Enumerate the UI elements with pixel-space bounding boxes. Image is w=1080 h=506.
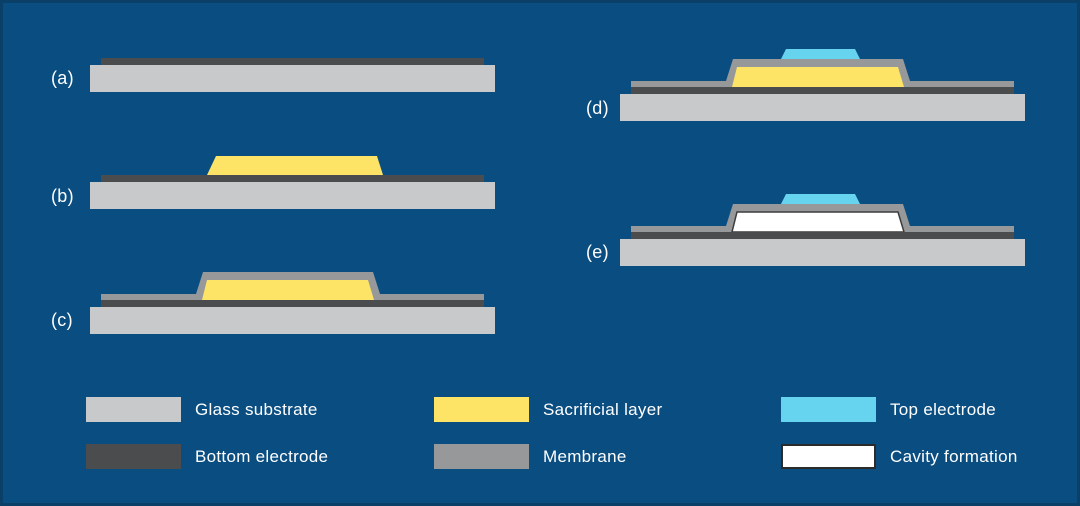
- glass-substrate-layer: [90, 307, 495, 334]
- sacrificial-layer-swatch: [434, 397, 529, 422]
- glass-substrate-layer: [620, 239, 1025, 266]
- legend-item-membrane: Membrane: [434, 444, 627, 469]
- step-e-diagram: [620, 194, 1025, 266]
- glass-substrate-swatch: [86, 397, 181, 422]
- step-d-diagram: [620, 49, 1025, 121]
- legend-label: Cavity formation: [890, 446, 1018, 466]
- sacrificial-layer: [207, 156, 383, 175]
- step-b-label: (b): [51, 186, 74, 206]
- sacrificial-layer: [732, 67, 904, 87]
- legend-item-cavity-formation: Cavity formation: [781, 444, 1018, 469]
- bottom-electrode-swatch: [86, 444, 181, 469]
- step-b-diagram: [90, 156, 495, 209]
- sacrificial-layer: [202, 280, 374, 300]
- legend-item-bottom-electrode: Bottom electrode: [86, 444, 328, 469]
- legend-label: Sacrificial layer: [543, 399, 663, 419]
- top-electrode-layer: [781, 49, 860, 59]
- cavity-formation-swatch: [781, 444, 876, 469]
- membrane-swatch: [434, 444, 529, 469]
- bottom-electrode-layer: [101, 300, 484, 307]
- legend-label: Top electrode: [890, 399, 996, 419]
- legend-item-sacrificial-layer: Sacrificial layer: [434, 397, 662, 422]
- legend-label: Glass substrate: [195, 399, 318, 419]
- step-e-label: (e): [586, 242, 609, 262]
- bottom-electrode-layer: [101, 58, 484, 65]
- glass-substrate-layer: [620, 94, 1025, 121]
- legend-label: Bottom electrode: [195, 446, 329, 466]
- cavity-layer: [731, 211, 906, 233]
- bottom-electrode-layer: [101, 175, 484, 182]
- bottom-electrode-layer: [631, 87, 1014, 94]
- legend-label: Membrane: [543, 446, 627, 466]
- step-c-label: (c): [51, 310, 73, 330]
- top-electrode-layer: [781, 194, 860, 204]
- bottom-electrode-layer: [631, 232, 1014, 239]
- glass-substrate-layer: [90, 182, 495, 209]
- step-a-diagram: [90, 58, 495, 92]
- top-electrode-swatch: [781, 397, 876, 422]
- step-d-label: (d): [586, 98, 609, 118]
- legend-item-top-electrode: Top electrode: [781, 397, 996, 422]
- step-c-diagram: [90, 272, 495, 334]
- legend-item-glass-substrate: Glass substrate: [86, 397, 318, 422]
- glass-substrate-layer: [90, 65, 495, 92]
- step-a-label: (a): [51, 68, 74, 88]
